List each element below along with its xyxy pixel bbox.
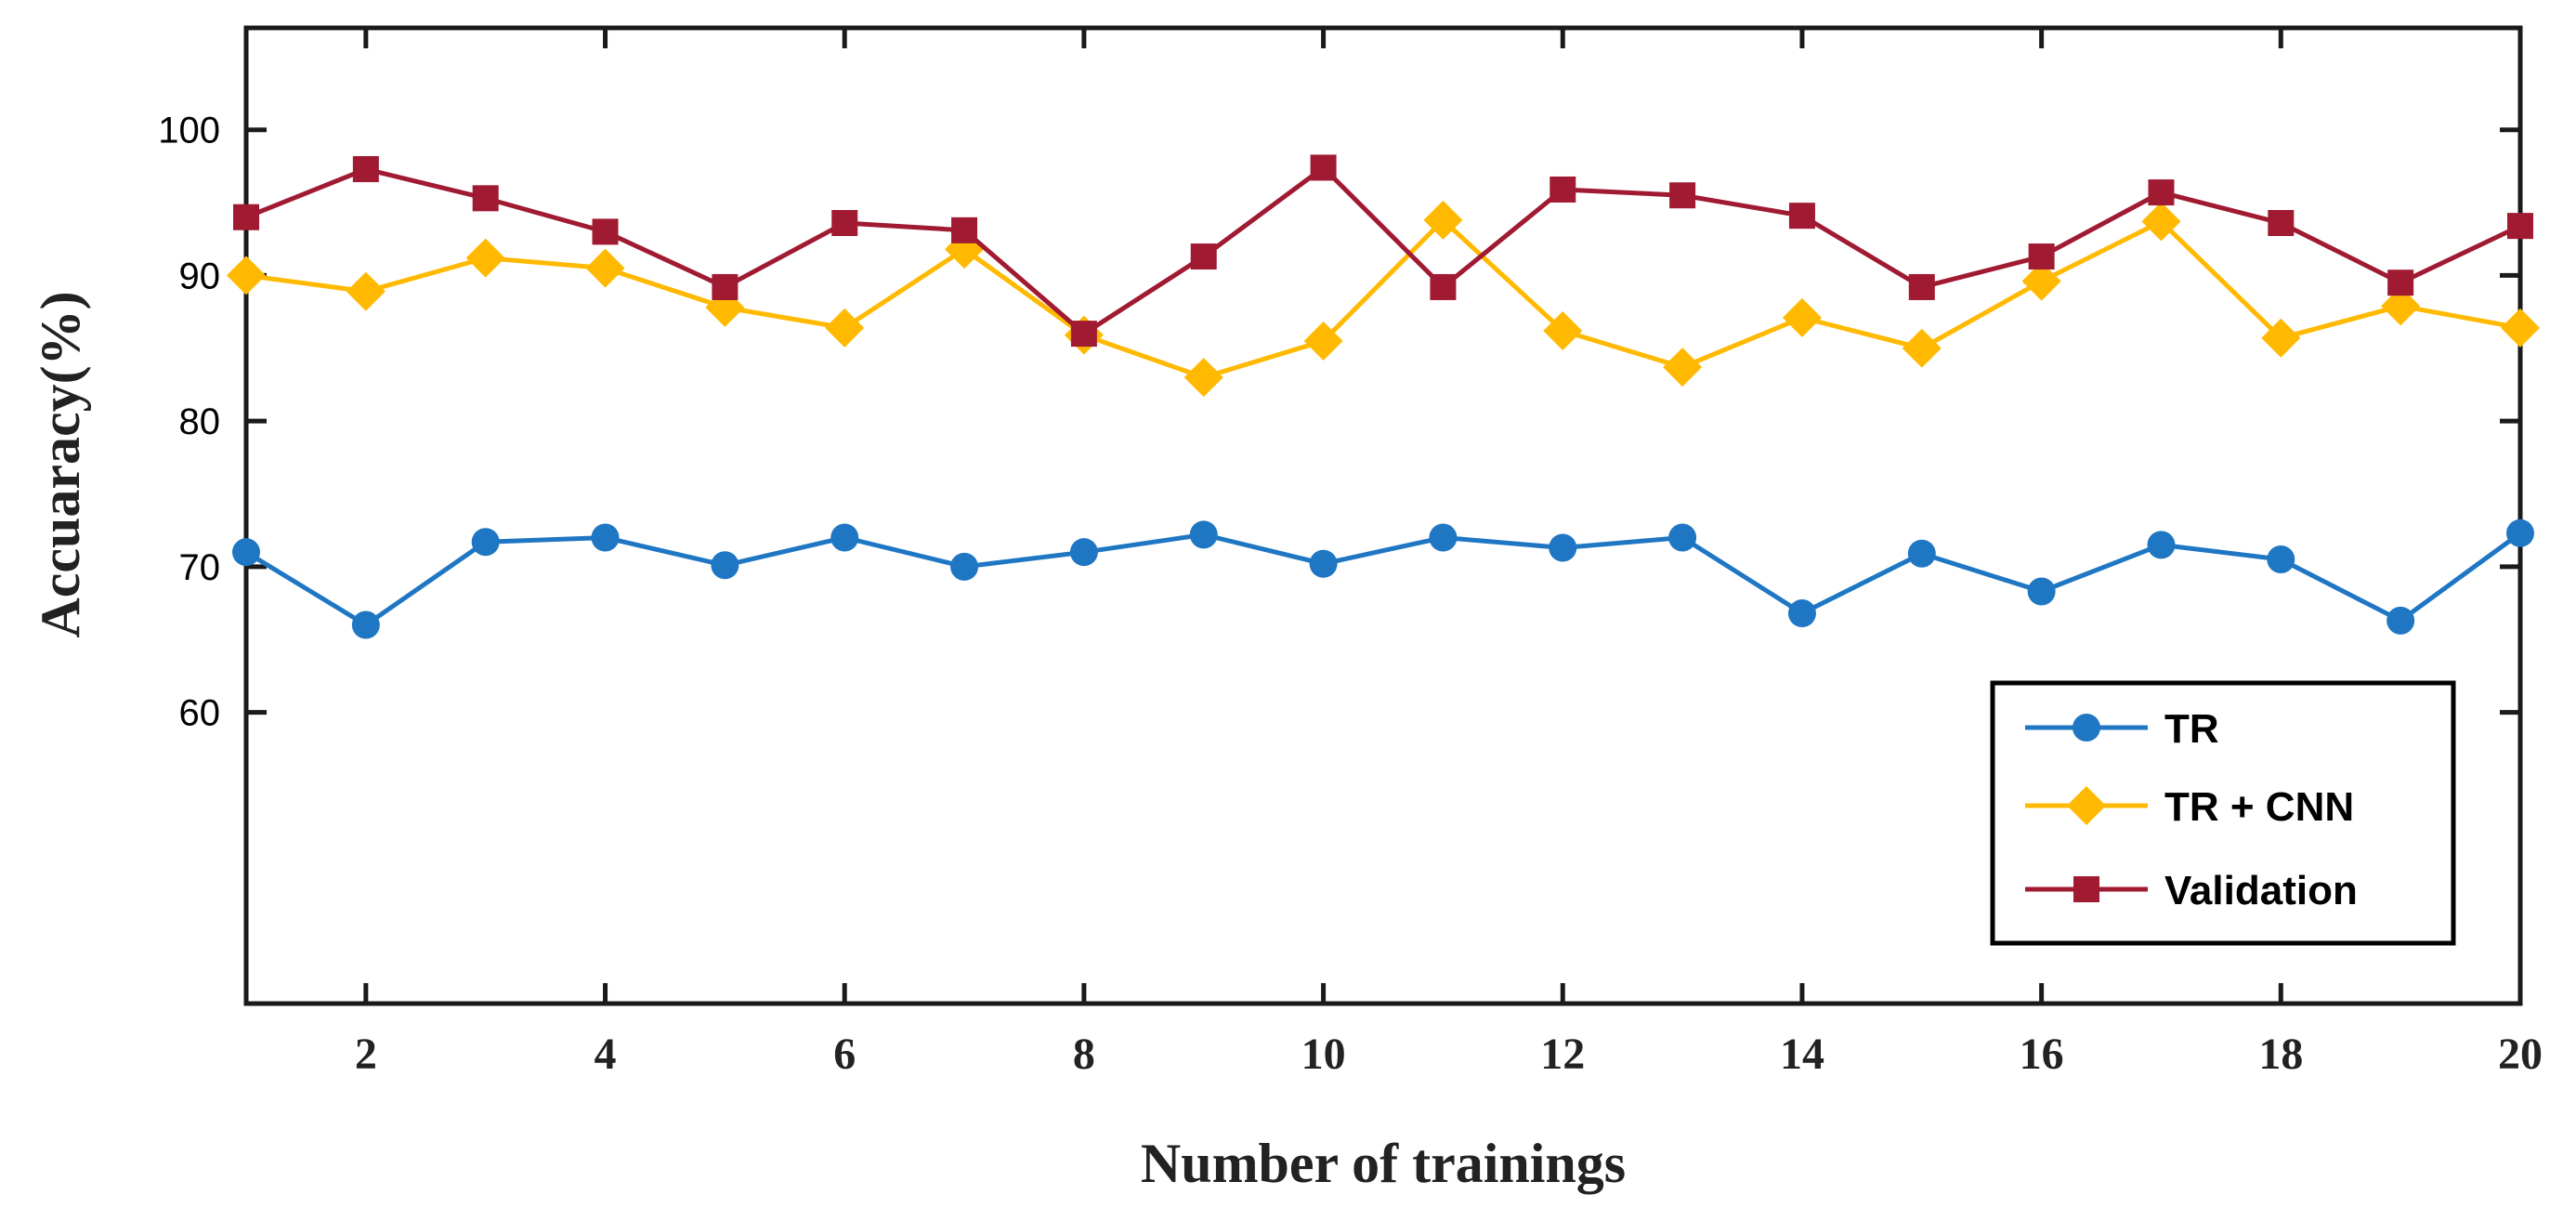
data-point-tr-cnn <box>1663 348 1703 387</box>
data-point-tr-cnn <box>1543 310 1583 350</box>
data-point-validation <box>1550 176 1576 203</box>
data-point-validation <box>472 185 499 212</box>
x-tick-label: 14 <box>1780 1030 1824 1079</box>
y-tick-label: 80 <box>179 401 221 442</box>
data-point-validation <box>2028 243 2055 270</box>
series-validation <box>233 154 2533 348</box>
data-point-tr-cnn <box>2021 261 2061 301</box>
x-axis-label: Number of trainings <box>1141 1133 1626 1194</box>
data-point-tr <box>950 552 979 581</box>
x-tick-label: 2 <box>355 1030 377 1079</box>
data-point-tr <box>232 538 260 567</box>
series-line-validation <box>245 164 2522 336</box>
series-line-tr <box>244 531 2522 628</box>
y-axis-label: Accuaracy(%) <box>30 291 91 637</box>
x-tick-label: 12 <box>1540 1030 1585 1079</box>
y-tick-label: 70 <box>179 547 221 588</box>
data-point-tr <box>471 528 500 557</box>
data-point-tr-cnn <box>465 238 505 278</box>
data-point-validation <box>1669 182 1696 209</box>
series-tr-cnn <box>227 200 2540 398</box>
legend: TR TR + CNN Validation <box>1990 680 2456 946</box>
data-point-tr-cnn <box>1423 200 1463 240</box>
data-point-tr <box>2147 531 2176 559</box>
data-point-tr-cnn <box>585 248 625 288</box>
data-point-validation <box>712 273 739 300</box>
data-point-validation <box>2507 213 2533 240</box>
y-tick-label: 60 <box>179 693 221 734</box>
data-point-validation <box>1310 154 1337 181</box>
legend-label: TR + CNN <box>2164 784 2354 830</box>
data-point-tr-cnn <box>1902 328 1942 368</box>
y-tick-label: 90 <box>179 256 221 296</box>
data-point-tr <box>830 523 859 552</box>
data-point-tr <box>351 610 380 639</box>
x-tick-label: 18 <box>2258 1030 2303 1079</box>
data-point-tr <box>1668 523 1697 552</box>
x-tick-label: 8 <box>1073 1030 1095 1079</box>
y-axis-ticks: 60 70 80 90 100 <box>158 111 2520 734</box>
x-tick-label: 6 <box>833 1030 856 1079</box>
legend-item-tr-cnn: TR + CNN <box>2025 784 2354 830</box>
data-point-validation <box>951 217 978 243</box>
data-point-validation <box>1070 321 1097 348</box>
data-point-tr-cnn <box>227 256 266 295</box>
x-axis-ticks: 2 4 6 8 10 12 14 16 18 20 <box>355 28 2543 1079</box>
data-point-validation <box>2387 269 2414 296</box>
data-point-tr <box>1069 538 1098 567</box>
data-point-tr-cnn <box>2501 308 2540 348</box>
data-point-validation <box>352 156 379 183</box>
data-point-validation <box>1430 273 1457 300</box>
data-point-tr <box>591 523 620 552</box>
data-point-tr <box>1309 549 1338 578</box>
data-point-tr-cnn <box>2381 286 2421 326</box>
x-tick-label: 10 <box>1301 1030 1346 1079</box>
data-point-tr-cnn <box>825 308 865 348</box>
legend-item-tr: TR <box>2025 706 2219 752</box>
data-point-tr-cnn <box>1782 297 1822 337</box>
data-point-validation <box>1788 203 1815 230</box>
data-point-tr <box>711 551 739 580</box>
data-point-tr <box>1189 520 1218 549</box>
data-point-validation <box>1908 273 1935 300</box>
x-tick-label: 4 <box>595 1030 617 1079</box>
data-point-tr-cnn <box>346 271 386 311</box>
legend-item-validation: Validation <box>2025 868 2358 913</box>
series-line-tr-cnn <box>245 217 2521 380</box>
data-point-tr <box>1549 533 1577 562</box>
data-point-tr <box>1787 599 1816 627</box>
data-point-validation <box>1190 243 1217 270</box>
series-tr <box>232 519 2534 639</box>
data-point-tr <box>2027 577 2056 606</box>
data-point-tr <box>2386 606 2415 635</box>
data-point-validation <box>233 204 259 230</box>
data-point-validation <box>2148 179 2175 206</box>
legend-marker-tr <box>2073 714 2100 742</box>
x-tick-label: 16 <box>2020 1030 2064 1079</box>
data-point-validation <box>592 218 619 245</box>
y-tick-label: 100 <box>158 111 220 151</box>
data-point-tr-cnn <box>1183 358 1223 398</box>
data-point-tr <box>2267 545 2295 574</box>
data-point-tr <box>2506 519 2534 547</box>
legend-marker-tr-cnn <box>2067 786 2106 825</box>
data-point-tr <box>1429 523 1458 552</box>
data-point-validation <box>2268 210 2295 236</box>
data-point-tr-cnn <box>2261 318 2301 358</box>
data-point-tr <box>1907 539 1936 568</box>
x-tick-label: 20 <box>2498 1030 2543 1079</box>
data-point-tr-cnn <box>1303 321 1343 361</box>
series-layer <box>227 154 2540 639</box>
data-point-validation <box>831 210 858 236</box>
data-point-tr-cnn <box>2141 202 2181 242</box>
legend-marker-validation <box>2073 876 2099 902</box>
legend-label: TR <box>2164 706 2219 752</box>
legend-label: Validation <box>2164 868 2358 913</box>
